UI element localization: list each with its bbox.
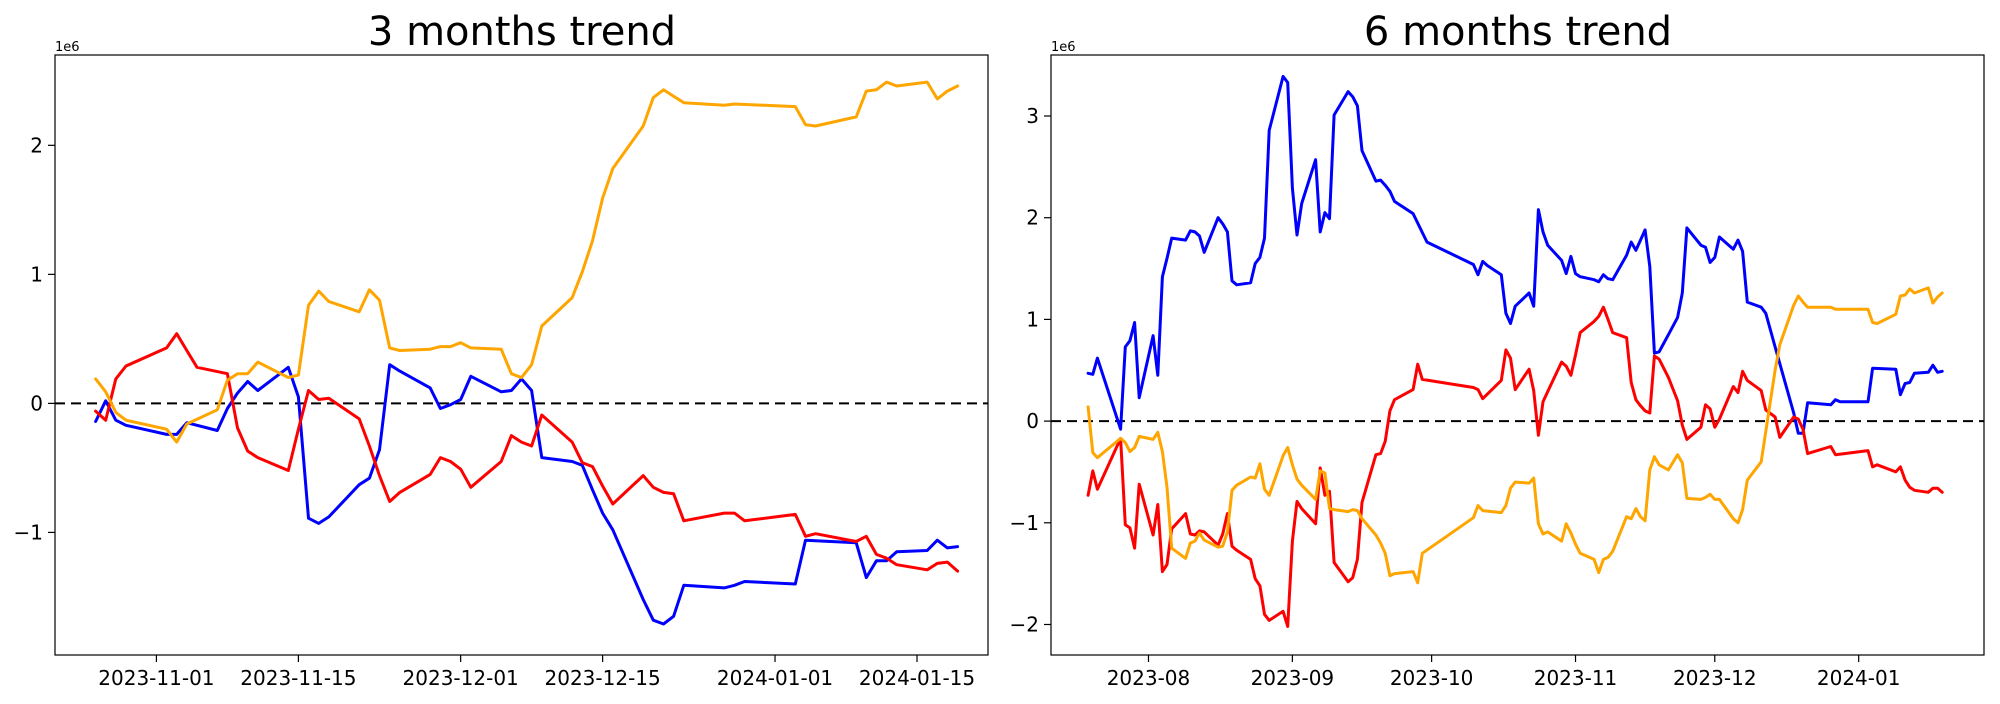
y-tick-label: 3 (1026, 104, 1039, 128)
axis-ticks: 2023-08 2023-09 2023-10 2023-11 2023-12 2024-… (1010, 104, 1901, 690)
chart-title: 3 months trend (368, 9, 676, 55)
x-tick-label: 2023-12 (1673, 666, 1757, 690)
y-tick-label: 2 (30, 133, 43, 157)
y-tick-label: 1 (1026, 307, 1039, 331)
chart-panel-6-months: 6 months trend 1e6 2023-08 2023-09 2023-10… (1010, 9, 1985, 690)
x-tick-label: 2023-11 (1534, 666, 1618, 690)
x-tick-label: 2023-10 (1390, 666, 1474, 690)
series-lines (1086, 74, 1944, 628)
series-line (94, 332, 960, 573)
x-tick-label: 2023-12-15 (545, 666, 661, 690)
series-line (1086, 286, 1944, 585)
y-offset-label: 1e6 (1051, 40, 1076, 55)
plot-area (54, 54, 989, 656)
chart-panel-3-months: 3 months trend 1e6 2023-11-01 2023-11-15 2… (14, 9, 989, 690)
chart-title: 6 months trend (1364, 9, 1672, 55)
x-tick-label: 2023-12-01 (403, 666, 519, 690)
x-tick-label: 2023-09 (1251, 666, 1335, 690)
y-tick-label: 2 (1026, 206, 1039, 230)
y-tick-label: 0 (30, 391, 43, 415)
y-tick-label: 0 (1026, 409, 1039, 433)
x-tick-label: 2024-01-15 (859, 666, 975, 690)
x-tick-label: 2023-11-15 (240, 666, 356, 690)
series-lines (94, 80, 960, 626)
y-tick-label: 1 (30, 262, 43, 286)
axis-ticks: 2023-11-01 2023-11-15 2023-12-01 2023-12-15… (14, 133, 976, 690)
y-offset-label: 1e6 (55, 40, 80, 55)
series-line (94, 363, 960, 626)
x-tick-label: 2024-01 (1817, 666, 1901, 690)
x-tick-label: 2023-11-01 (98, 666, 214, 690)
x-tick-label: 2023-08 (1107, 666, 1191, 690)
y-tick-label: −1 (1010, 511, 1039, 535)
plot-area (1050, 54, 1985, 656)
series-line (1086, 305, 1944, 628)
y-tick-label: −1 (14, 520, 43, 544)
x-tick-label: 2024-01-01 (717, 666, 833, 690)
series-line (94, 80, 960, 444)
series-line (1086, 74, 1944, 435)
y-tick-label: −2 (1010, 612, 1039, 636)
